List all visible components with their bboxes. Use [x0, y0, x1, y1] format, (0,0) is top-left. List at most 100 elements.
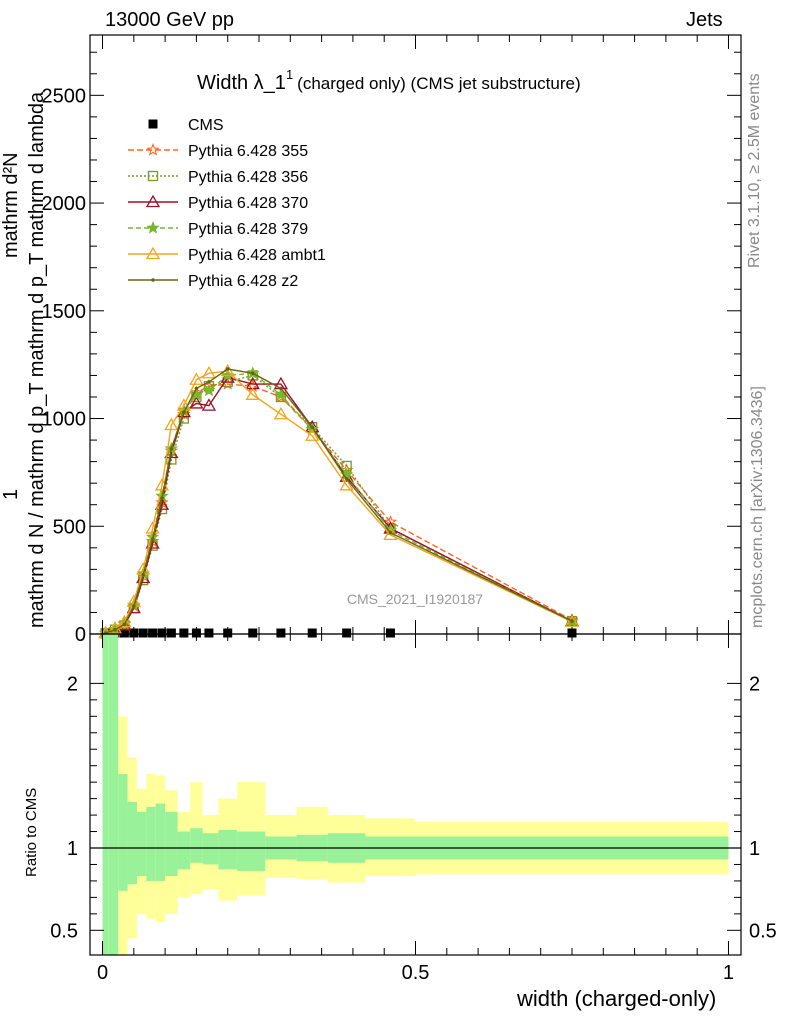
data-point: [113, 627, 117, 632]
process-label: Jets: [686, 9, 723, 31]
y-tick-label: 500: [53, 516, 86, 538]
legend-label: Pythia 6.428 z2: [188, 273, 298, 290]
data-point: [274, 387, 288, 401]
data-point: [146, 220, 160, 234]
legend-label: Pythia 6.428 355: [188, 143, 308, 160]
main-plot-series: [98, 363, 580, 639]
data-point: [147, 170, 159, 182]
data-point: [132, 604, 136, 608]
ratio-y-tick-label-right: 1: [749, 838, 760, 860]
data-point: [201, 365, 217, 379]
ratio-stat-band: [165, 811, 178, 876]
data-point: [146, 142, 160, 156]
plot-title: Width λ_11 (charged only) (CMS jet substr…: [197, 67, 581, 94]
y-axis-label-top: mathrm d²N: [0, 152, 22, 258]
series-p370: [98, 370, 580, 639]
data-point: [225, 367, 230, 371]
ratio-stat-band: [136, 811, 147, 876]
ratio-stat-band: [190, 828, 203, 863]
data-point: [221, 368, 235, 382]
ratio-y-tick-label: 1: [67, 838, 78, 860]
data-point: [201, 398, 217, 411]
ratio-stat-band: [127, 801, 137, 885]
legend-label: Pythia 6.428 356: [188, 169, 308, 186]
data-point: [273, 406, 289, 420]
data-point: [189, 396, 204, 409]
x-axis-label: width (charged-only): [517, 986, 717, 1011]
data-point: [342, 628, 352, 638]
ratio-y-tick-label-right: 0.5: [749, 920, 777, 942]
ratio-stat-band: [237, 831, 266, 872]
y-axis-label-denominator: mathrm d N / mathrm d p_T mathrm d p_T m…: [26, 91, 48, 628]
legend-label: CMS: [188, 117, 224, 134]
x-tick-label: 0.5: [402, 962, 430, 984]
legend-entry-p356: Pythia 6.428 356: [128, 169, 308, 186]
series-line: [105, 370, 573, 634]
data-point: [117, 614, 132, 628]
legend-label: Pythia 6.428 379: [188, 221, 308, 238]
y-tick-label: 2500: [42, 85, 87, 107]
beam-label: 13000 GeV pp: [105, 9, 234, 31]
x-tick-label: 0: [97, 962, 108, 984]
data-point: [307, 628, 317, 638]
ratio-stat-band: [177, 831, 191, 870]
ratio-stat-band: [102, 634, 109, 955]
data-point: [189, 387, 203, 401]
ratio-stat-band: [155, 803, 166, 881]
legend-entry-p379: Pythia 6.428 379: [128, 220, 308, 238]
data-point: [166, 628, 176, 638]
data-point: [385, 628, 395, 638]
rivet-version-label: Rivet 3.1.10, ≥ 2.5M events: [746, 73, 763, 268]
y-tick-label: 0: [75, 624, 86, 646]
y-tick-label: 1500: [42, 301, 87, 323]
data-point: [344, 477, 349, 481]
data-point: [169, 446, 174, 451]
ratio-stat-band: [218, 829, 238, 870]
ratio-y-axis-label: Ratio to CMS: [23, 787, 40, 877]
ratio-stat-band: [146, 806, 156, 881]
data-point: [148, 628, 158, 638]
data-point: [570, 619, 574, 623]
series-line: [105, 372, 573, 634]
legend-entry-z2: Pythia 6.428 z2: [128, 273, 298, 290]
data-point: [305, 428, 320, 441]
data-point: [204, 628, 214, 638]
data-point: [189, 372, 204, 385]
x-tick-label: 1: [723, 962, 734, 984]
legend-entry-p355: Pythia 6.428 355: [128, 142, 308, 160]
data-point: [122, 622, 127, 627]
series-p356: [100, 370, 578, 639]
legend-label: Pythia 6.428 370: [188, 195, 308, 212]
data-point: [164, 417, 179, 431]
legend: CMS Pythia 6.428 355 Pythia 6.428 356 Pythi…: [128, 117, 326, 290]
legend-entry-p370: Pythia 6.428 370: [128, 194, 308, 212]
data-point: [207, 380, 211, 384]
data-point: [141, 572, 146, 577]
y-tick-label: 1000: [42, 409, 87, 431]
ratio-stat-band: [202, 833, 219, 865]
series-z2: [103, 367, 574, 635]
series-cms: [101, 628, 577, 638]
series-p355: [98, 377, 579, 639]
data-point: [179, 628, 189, 638]
data-point: [119, 628, 129, 638]
y-tick-label: 2000: [42, 193, 87, 215]
data-point: [564, 614, 580, 627]
ratio-y-tick-label-right: 2: [749, 673, 760, 695]
data-point: [194, 386, 199, 391]
data-point: [154, 497, 170, 510]
mcplots-label: mcplots.cern.ch [arXiv:1306.3436]: [749, 386, 766, 628]
data-point: [339, 478, 354, 491]
series-line: [105, 376, 573, 634]
ratio-y-tick-label: 2: [67, 673, 78, 695]
ratio-stat-band: [108, 634, 119, 955]
data-point: [160, 496, 164, 501]
series-line: [105, 374, 573, 634]
data-point: [176, 398, 192, 411]
data-point: [202, 383, 216, 397]
data-point: [182, 410, 186, 414]
data-point: [279, 386, 283, 391]
series-line: [105, 383, 573, 634]
legend-label: Pythia 6.428 ambt1: [188, 247, 326, 264]
data-point: [151, 278, 155, 282]
